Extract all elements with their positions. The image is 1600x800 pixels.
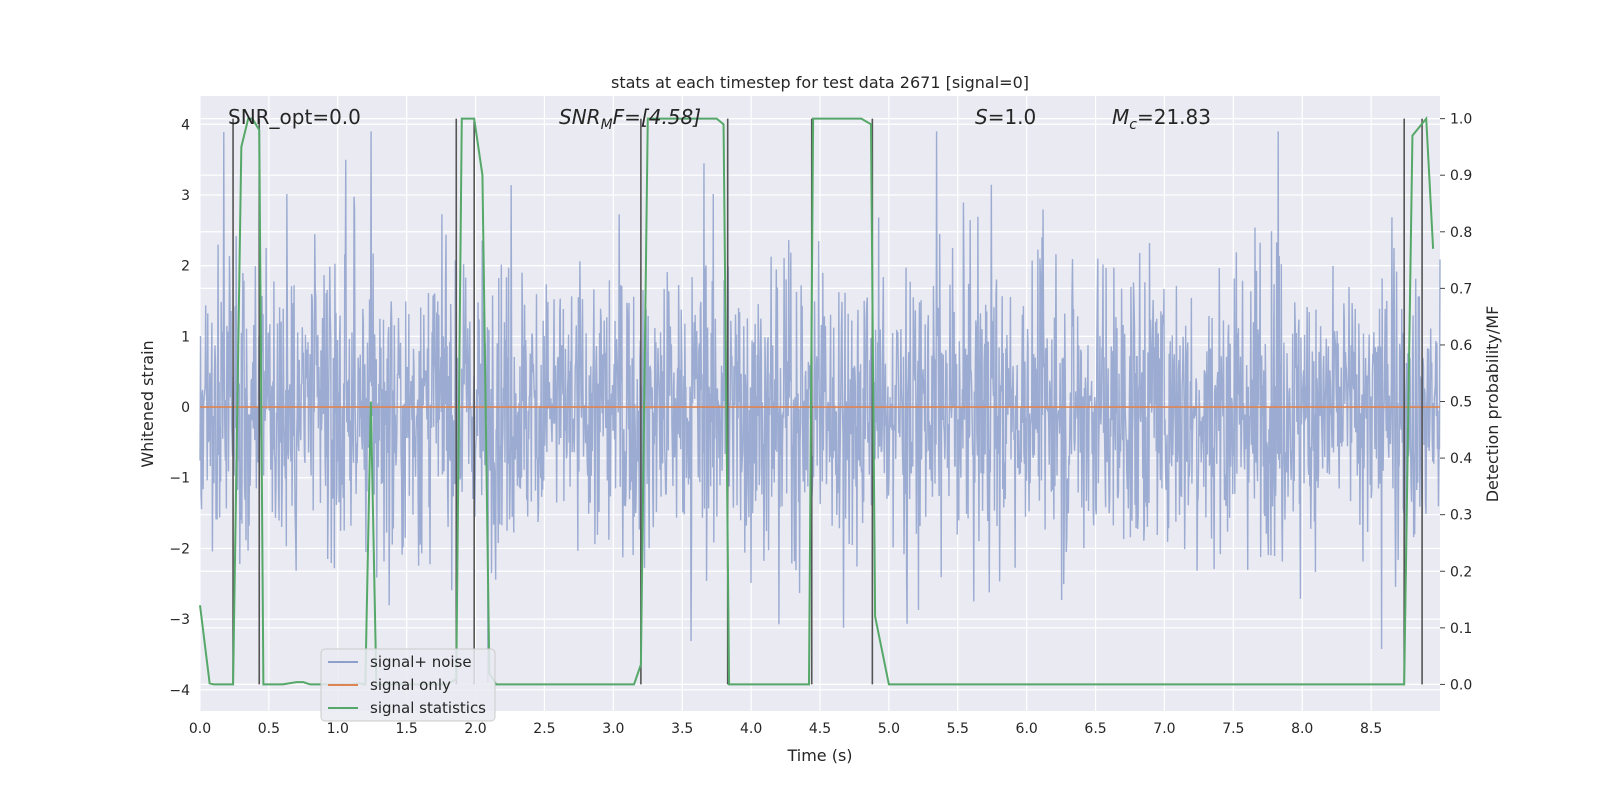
- legend-label-signal: signal only: [370, 676, 451, 694]
- y-tick-label: 4: [181, 117, 190, 133]
- x-tick-label: 4.0: [740, 721, 762, 737]
- x-tick-label: 2.5: [533, 721, 555, 737]
- x-tick-label: 0.0: [189, 721, 211, 737]
- y-tick-label: −1: [169, 471, 190, 487]
- y-tick-label: −2: [169, 541, 190, 557]
- y-right-tick-label: 0.8: [1450, 225, 1472, 241]
- x-tick-label: 5.5: [947, 721, 969, 737]
- annotation-snr-opt: SNR_opt=0.0: [228, 105, 361, 129]
- signal-plus-noise-series: [199, 131, 1441, 683]
- x-tick-label: 8.5: [1360, 721, 1382, 737]
- x-tick-label: 3.0: [602, 721, 624, 737]
- x-tick-label: 7.5: [1222, 721, 1244, 737]
- y-tick-label: −3: [169, 612, 190, 628]
- y-right-tick-label: 0.2: [1450, 564, 1472, 580]
- y-right-tick-label: 0.6: [1450, 338, 1472, 354]
- x-tick-label: 7.0: [1153, 721, 1175, 737]
- x-tick-label: 3.5: [671, 721, 693, 737]
- y-right-tick-label: 0.0: [1450, 677, 1472, 693]
- noise-line: [199, 131, 1441, 683]
- x-axis-label: Time (s): [786, 746, 852, 765]
- annotation-s: S=1.0: [975, 105, 1036, 129]
- y-tick-label: 1: [181, 329, 190, 345]
- x-tick-label: 6.5: [1084, 721, 1106, 737]
- chart-title: stats at each timestep for test data 267…: [611, 73, 1029, 92]
- y-right-tick-label: 0.5: [1450, 395, 1472, 411]
- annotation-mc: Mc=21.83: [1112, 105, 1211, 133]
- x-tick-label: 2.0: [464, 721, 486, 737]
- y-right-tick-label: 0.3: [1450, 508, 1472, 524]
- x-tick-label: 4.5: [809, 721, 831, 737]
- y-right-tick-label: 0.4: [1450, 451, 1472, 467]
- x-tick-label: 1.0: [327, 721, 349, 737]
- x-tick-label: 0.5: [258, 721, 280, 737]
- y-axis-label: Whitened strain: [138, 340, 157, 467]
- y-right-axis-label: Detection probability/MF: [1483, 306, 1502, 503]
- x-tick-label: 8.0: [1291, 721, 1313, 737]
- signal-statistics-series: [199, 115, 1435, 686]
- signal-statistics-line: [199, 115, 1435, 686]
- y-tick-label: 0: [181, 400, 190, 416]
- y-right-tick-label: 0.7: [1450, 281, 1472, 297]
- legend: signal+ noise signal only signal statist…: [320, 648, 496, 722]
- legend-box: [320, 648, 496, 722]
- legend-label-stat: signal statistics: [370, 699, 486, 717]
- y-tick-label: −4: [169, 683, 190, 699]
- legend-label-noise: signal+ noise: [370, 653, 472, 671]
- y-right-tick-label: 0.1: [1450, 621, 1472, 637]
- tick-labels: 0.0 0.5 1.0 1.5 2.0 2.5 3.0 3.5 4.0 4.5 5.0 5.5 6.0 6…: [169, 112, 1472, 737]
- y-right-tick-label: 0.9: [1450, 168, 1472, 184]
- y-tick-label: 3: [181, 188, 190, 204]
- x-tick-label: 1.5: [396, 721, 418, 737]
- y-right-tick-label: 1.0: [1450, 112, 1472, 128]
- annotation-snr-mf: SNRMF=[4.58]: [559, 105, 701, 133]
- x-tick-label: 6.0: [1016, 721, 1038, 737]
- x-tick-label: 5.0: [878, 721, 900, 737]
- y-tick-label: 2: [181, 259, 190, 275]
